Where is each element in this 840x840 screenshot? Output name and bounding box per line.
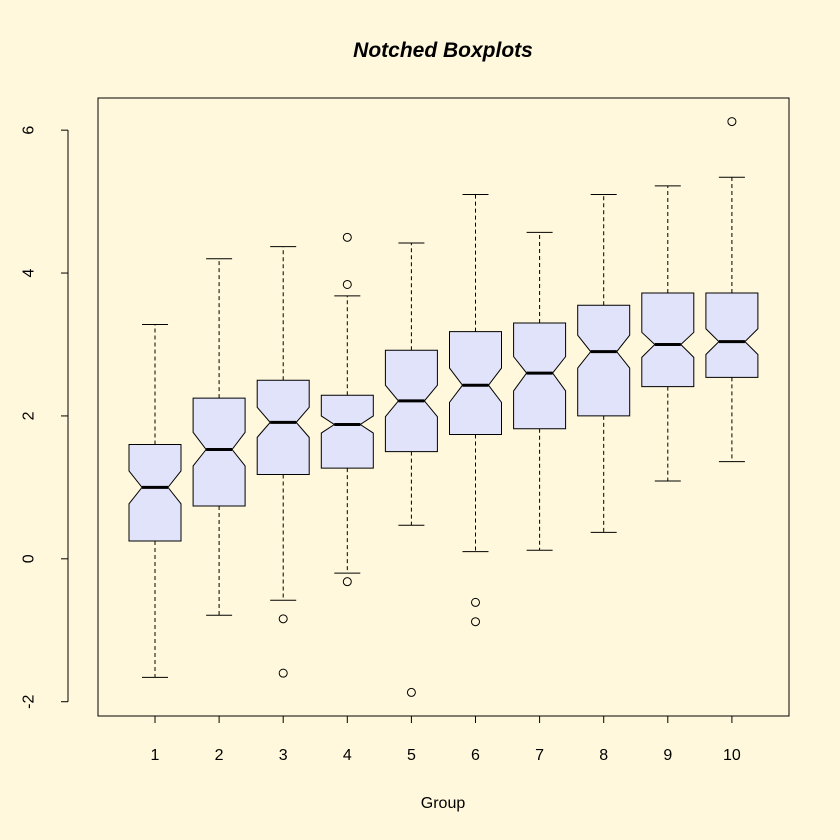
box-group-3 — [256, 246, 310, 678]
outlier-point — [471, 617, 480, 627]
box-group-4 — [320, 232, 374, 587]
outlier-point — [342, 232, 352, 242]
y-tick-label: -2 — [21, 695, 38, 709]
box — [320, 394, 374, 469]
x-tick-label: 6 — [471, 747, 480, 764]
x-tick-label: 2 — [215, 747, 224, 764]
x-tick-label: 9 — [663, 747, 672, 764]
box-group-1 — [128, 323, 182, 678]
x-axis-label: Group — [421, 795, 466, 812]
x-tick-label: 3 — [279, 747, 288, 764]
y-tick-label: 2 — [21, 411, 38, 420]
x-tick-label: 1 — [151, 747, 160, 764]
box — [128, 444, 182, 542]
box-group-6 — [449, 193, 502, 627]
box — [192, 397, 246, 507]
plot-frame — [97, 97, 790, 717]
x-tick-label: 8 — [599, 747, 608, 764]
x-tick-label: 7 — [535, 747, 544, 764]
x-tick-label: 4 — [343, 747, 352, 764]
box — [705, 292, 759, 378]
outlier-point — [278, 614, 288, 624]
outlier-point — [727, 117, 737, 127]
chart-title: Notched Boxplots — [353, 39, 533, 62]
box — [641, 292, 695, 388]
y-axis: -2 0 2 4 6 — [21, 126, 69, 709]
outlier-point — [342, 577, 352, 587]
box-group-7 — [513, 231, 567, 551]
x-tick-label: 5 — [407, 747, 416, 764]
x-axis: 1 2 3 4 5 6 7 8 9 10 — [151, 716, 741, 764]
box — [256, 379, 310, 476]
box — [577, 304, 631, 417]
box-group-8 — [577, 193, 631, 533]
outlier-point — [471, 597, 480, 607]
outlier-point — [278, 668, 288, 678]
box-group-10 — [705, 117, 759, 463]
plot-area: -2 0 2 4 6 1 2 3 4 5 6 7 8 9 10 — [21, 97, 790, 764]
x-tick-label: 10 — [723, 747, 741, 764]
box-group-9 — [641, 185, 695, 482]
y-tick-label: 4 — [21, 268, 38, 277]
box-group-5 — [384, 242, 438, 697]
y-tick-label: 0 — [21, 554, 38, 563]
y-tick-label: 6 — [21, 126, 38, 135]
outlier-point — [342, 279, 352, 289]
box — [449, 331, 502, 436]
box-group-2 — [192, 258, 246, 616]
outlier-point — [406, 687, 416, 697]
box — [513, 322, 567, 430]
